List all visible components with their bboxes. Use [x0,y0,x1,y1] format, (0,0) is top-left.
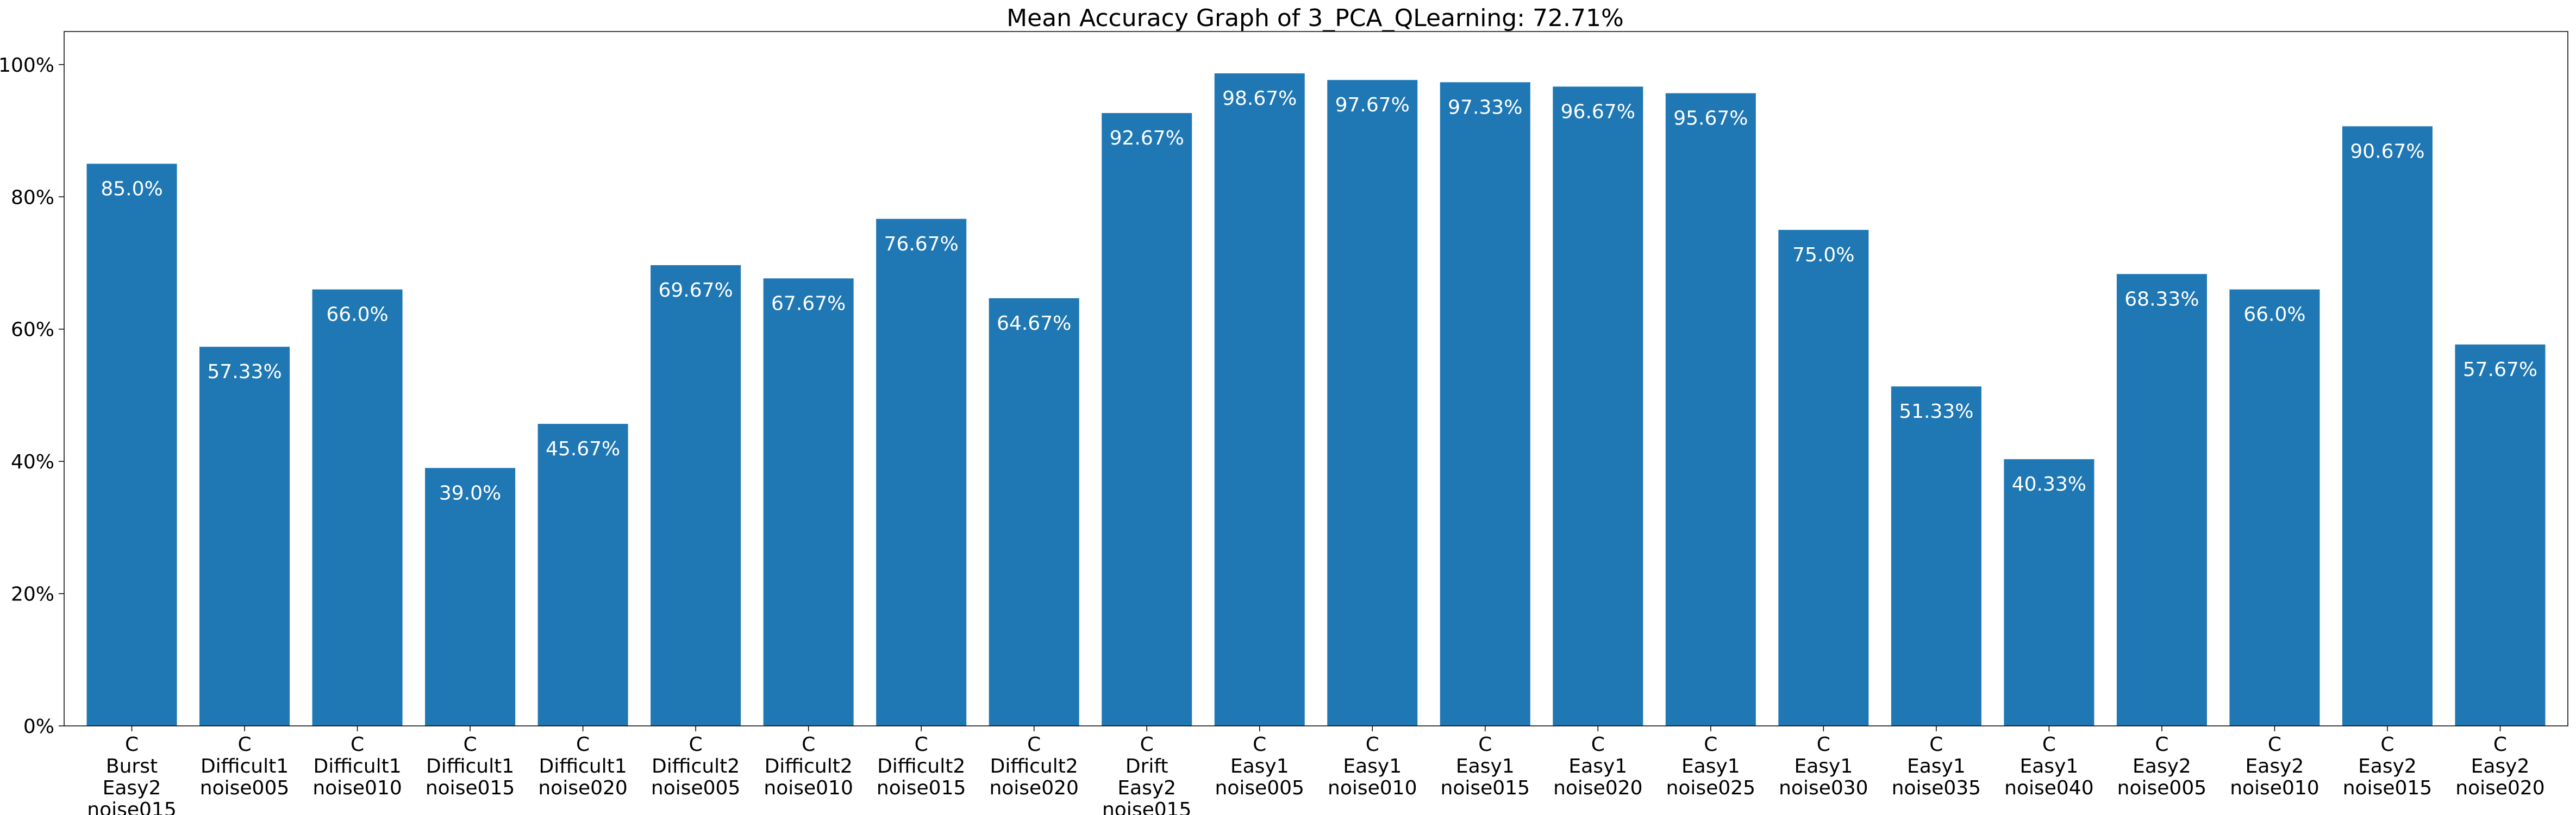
x-tick-label: C Difficult2 noise020 [989,734,1078,799]
bars-group [86,73,2546,726]
x-tick-label: C Easy1 noise010 [1328,734,1417,799]
data-label: 98.67% [1222,87,1297,110]
y-tick-label: 40% [11,451,54,473]
data-label: 92.67% [1110,127,1184,149]
bar [1440,82,1530,726]
data-label: 57.33% [207,361,282,383]
x-tick-label: C Easy1 noise005 [1215,734,1304,799]
data-label: 95.67% [1673,108,1748,130]
x-tick-label: C Burst Easy2 noise015 [87,734,176,815]
x-tick-label: C Easy2 noise020 [2455,734,2544,799]
data-label: 69.67% [658,279,733,302]
data-label: 76.67% [884,233,959,255]
bar [1891,386,1981,726]
data-label: 97.33% [1448,96,1522,118]
data-labels-group: 85.0% 57.33% 66.0% 39.0% 45.67% 69.67% 67.67% 7… [101,87,2537,504]
y-tick-label: 20% [11,584,54,606]
x-tick-label: C Difficult2 noise005 [651,734,740,799]
bar [1665,93,1756,726]
x-tick-label: C Difficult1 noise005 [200,734,289,799]
x-tick-label: C Easy1 noise035 [1892,734,1981,799]
y-tick-label: 80% [11,186,54,209]
bar [989,298,1079,726]
y-tick-label: 100% [0,54,54,77]
x-tick-label: C Easy1 noise020 [1553,734,1642,799]
data-label: 64.67% [997,312,1071,335]
x-axis: C Burst Easy2 noise015 C Difficult1 noise005 C D… [87,726,2545,815]
x-tick-label: C Easy1 noise040 [2004,734,2093,799]
y-tick-label: 60% [11,319,54,341]
bar [876,218,967,726]
data-label: 96.67% [1561,101,1635,123]
data-label: 85.0% [101,178,162,200]
x-tick-label: C Easy1 noise025 [1666,734,1755,799]
bar [1102,113,1192,726]
data-label: 39.0% [439,482,501,504]
data-label: 90.67% [2350,140,2424,162]
x-tick-label: C Difficult2 noise010 [764,734,853,799]
x-tick-label: C Difficult1 noise020 [538,734,627,799]
data-label: 75.0% [1792,244,1854,266]
bar [86,164,177,726]
x-tick-label: C Easy2 noise010 [2230,734,2319,799]
bar [312,289,403,726]
x-tick-label: C Difficult1 noise015 [426,734,515,799]
bar [199,347,290,726]
x-tick-label: C Easy1 noise030 [1779,734,1868,799]
chart-title: Mean Accuracy Graph of 3_PCA_QLearning: … [1006,4,1624,32]
x-tick-label: C Difficult2 noise015 [877,734,966,799]
bar [537,424,628,726]
data-label: 66.0% [2243,304,2305,326]
bar [763,278,854,726]
y-axis: 0% 20% 40% 60% 80% 100% [0,54,64,738]
bar [2229,289,2320,726]
data-label: 45.67% [546,438,620,460]
bar [2116,274,2207,726]
bar [1778,230,1869,726]
plot-frame [64,31,2568,726]
bar [2455,344,2546,726]
bar [1553,86,1643,726]
bar [425,468,516,726]
data-label: 57.67% [2463,359,2537,381]
data-label: 67.67% [771,292,846,315]
x-tick-label: C Easy2 noise015 [2343,734,2432,799]
x-tick-label: C Drift Easy2 noise015 [1102,734,1191,815]
x-tick-label: C Difficult1 noise010 [312,734,402,799]
data-label: 40.33% [2012,473,2086,496]
data-label: 97.67% [1335,94,1410,116]
bar [651,265,741,726]
y-tick-label: 0% [23,716,54,738]
data-label: 66.0% [326,304,388,326]
bar [2342,126,2433,726]
bar [2004,459,2094,726]
x-tick-label: C Easy2 noise005 [2117,734,2206,799]
bar [1214,73,1305,726]
bar [1327,80,1418,726]
data-label: 68.33% [2124,288,2199,310]
data-label: 51.33% [1899,400,1973,423]
x-tick-label: C Easy1 noise015 [1441,734,1530,799]
